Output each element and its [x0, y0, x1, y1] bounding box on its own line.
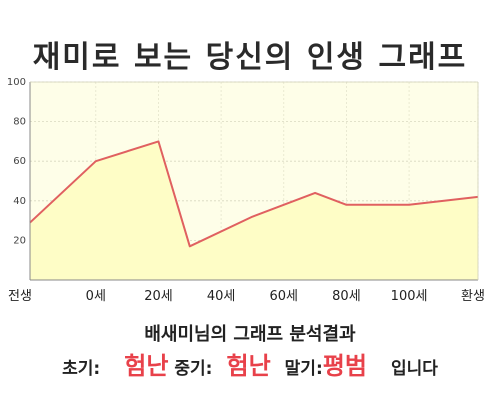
x-tick-labels: 전생 0세 20세 40세 60세 80세 100세 환생 [8, 289, 485, 304]
x-tick-label: 100세 [391, 289, 428, 304]
x-tick-label: 20세 [144, 289, 173, 304]
early-value: 험난 [124, 352, 169, 380]
late-label: 말기: [284, 359, 323, 379]
x-tick-label: 80세 [332, 289, 361, 304]
ending-text: 입니다 [390, 359, 438, 379]
y-tick-label: 20 [13, 235, 26, 246]
late-value: 평범 [322, 352, 367, 380]
x-tick-label: 60세 [270, 289, 299, 304]
y-tick-label: 100 [7, 77, 26, 88]
early-label: 초기: [62, 359, 101, 379]
x-tick-label: 환생 [461, 289, 485, 304]
x-tick-label: 0세 [86, 289, 106, 304]
x-tick-label: 전생 [8, 289, 32, 304]
x-tick-label: 40세 [207, 289, 236, 304]
y-tick-label: 60 [13, 156, 26, 167]
area-fill [30, 141, 478, 280]
middle-value: 험난 [226, 352, 271, 380]
axes [29, 81, 479, 281]
life-graph-chart: 20 40 60 80 100 전생 0세 20세 40세 60세 80세 100세 환생 [7, 77, 485, 304]
chart-title: 재미로 보는 당신의 인생 그래프 [32, 40, 468, 75]
analysis-heading: 배새미님의 그래프 분석결과 [144, 324, 356, 345]
y-tick-label: 40 [13, 196, 26, 207]
y-tick-labels: 20 40 60 80 100 [7, 77, 26, 246]
middle-label: 중기: [174, 359, 213, 379]
analysis-result: 초기: 험난 중기: 험난 말기:평범 입니다 [0, 346, 500, 381]
y-tick-label: 80 [13, 117, 26, 128]
